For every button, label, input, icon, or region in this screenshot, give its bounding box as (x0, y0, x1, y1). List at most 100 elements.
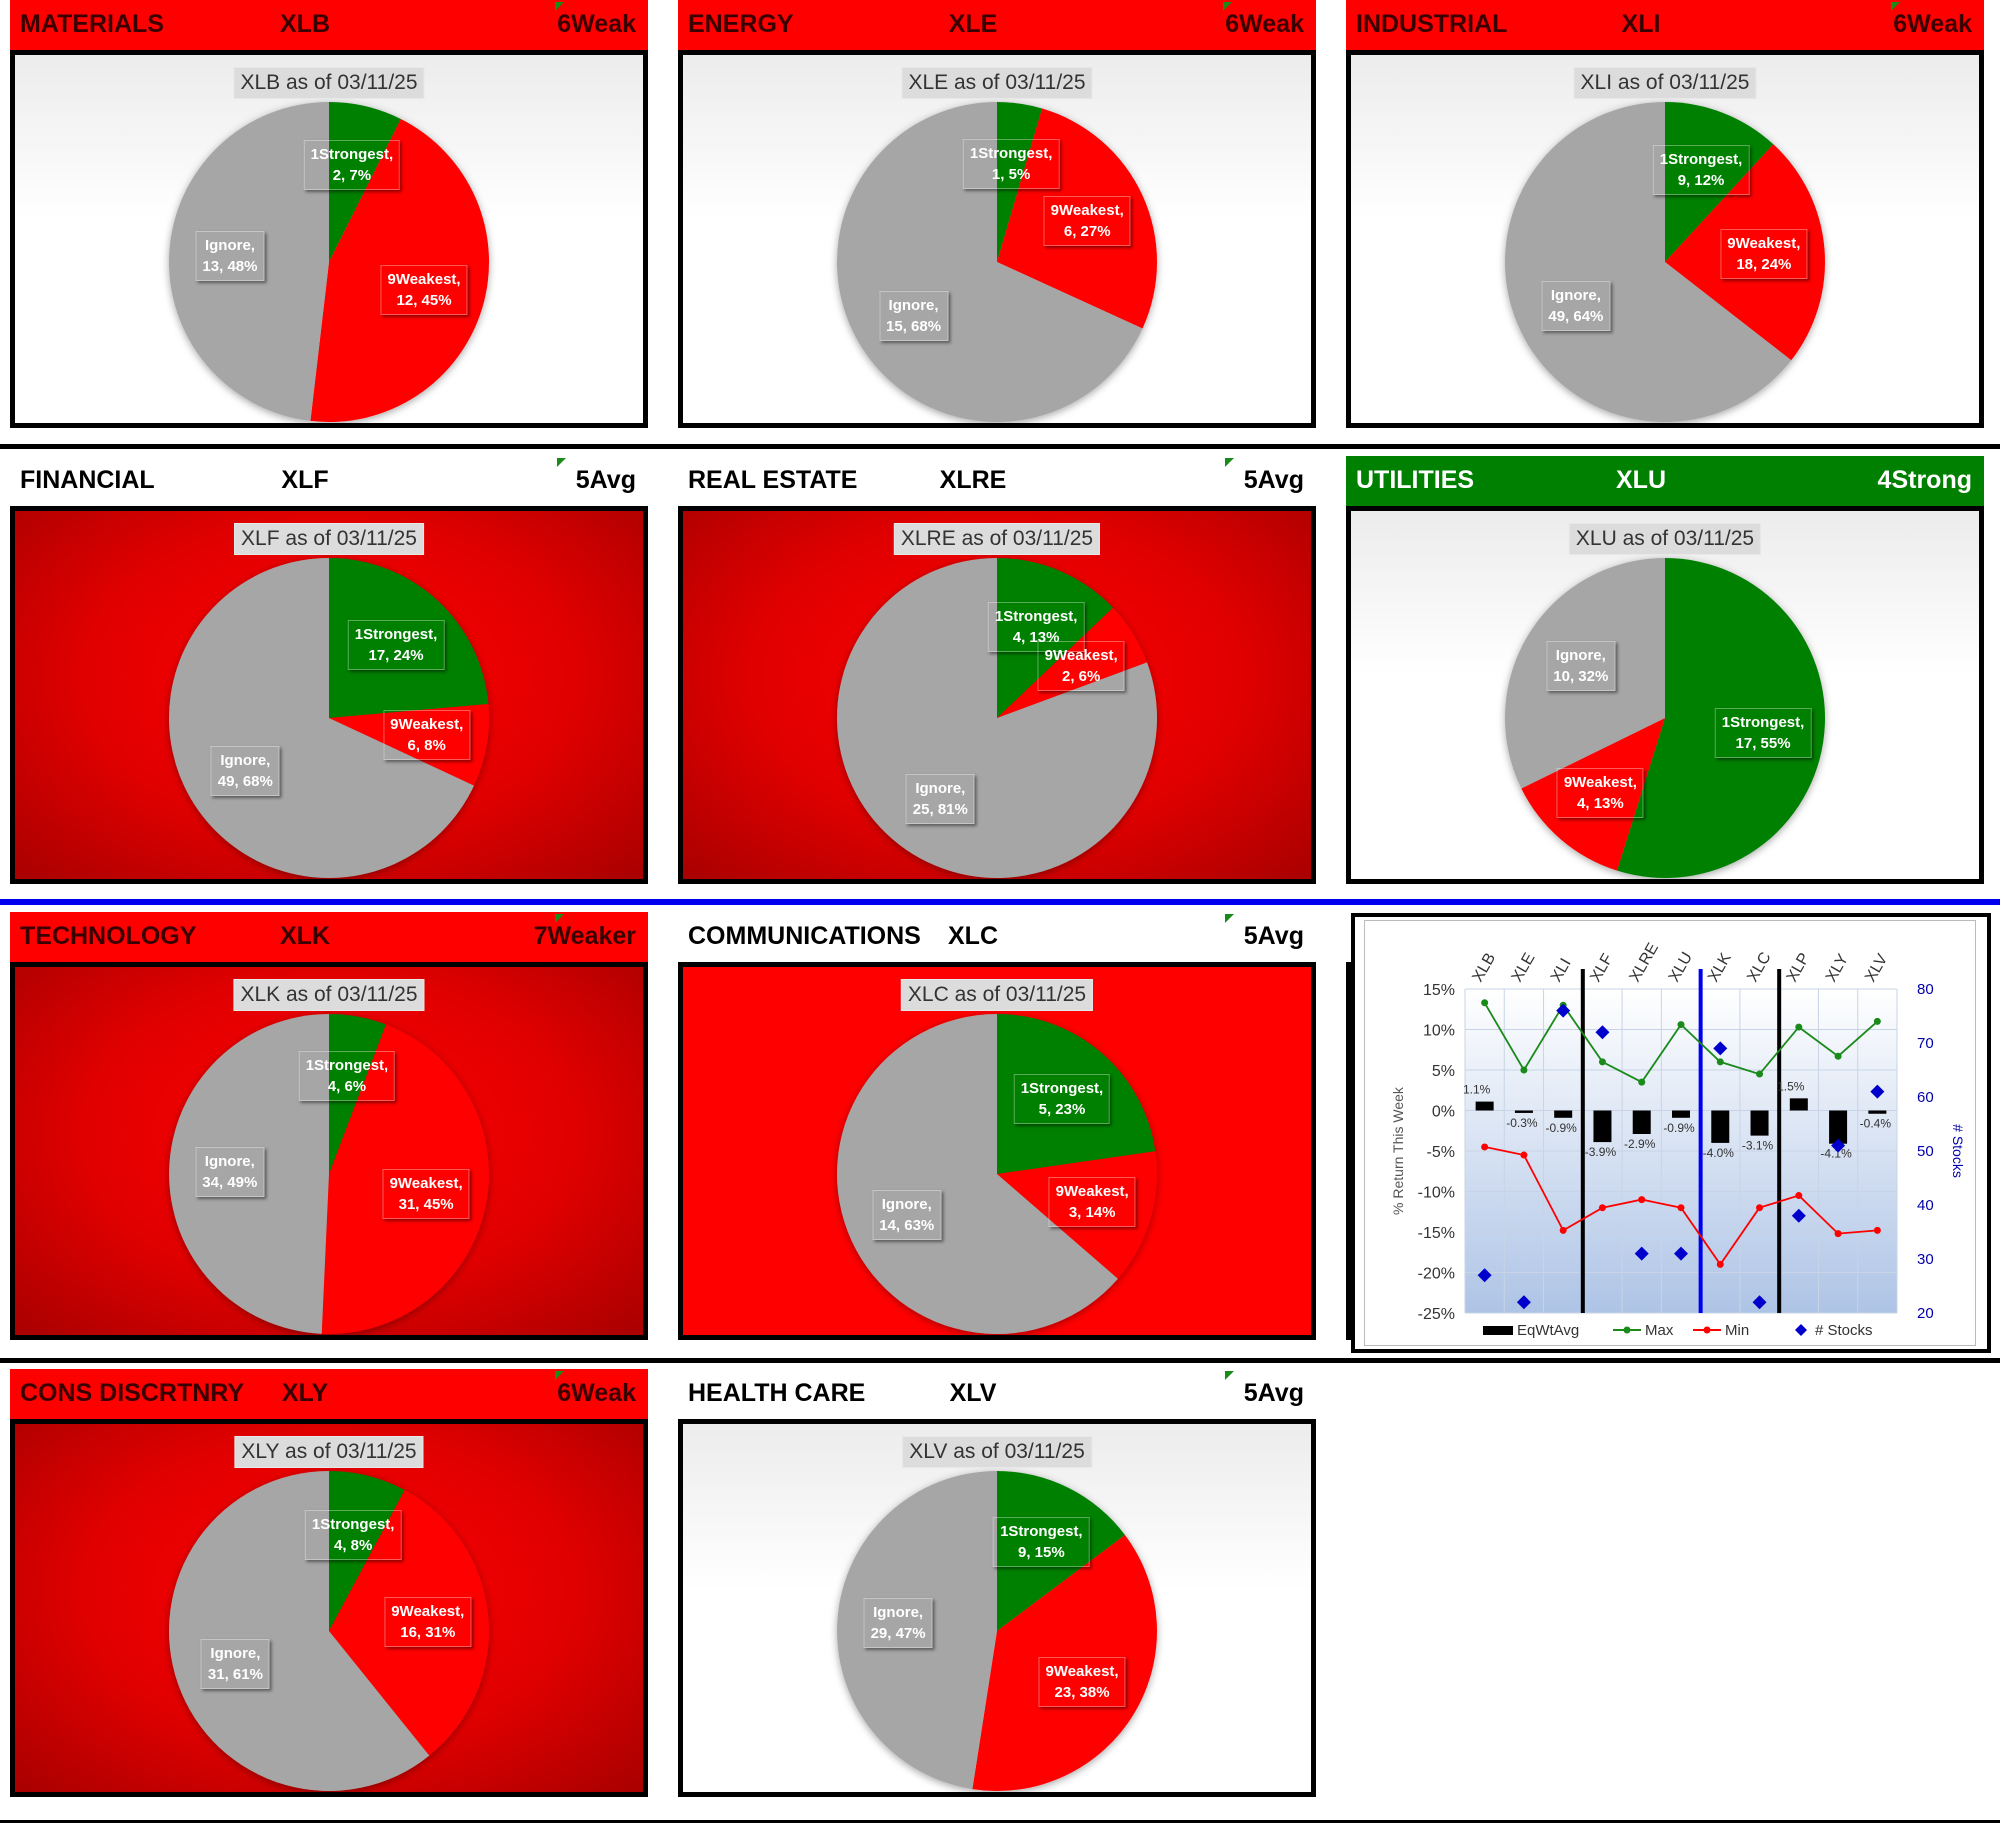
pie-chart-box: XLE as of 03/11/25 1Strongest, 1, 5% 9Weake… (678, 50, 1316, 428)
row-separator (0, 1358, 2000, 1363)
point-max (1638, 1078, 1646, 1086)
summary-chart: 15% 10% 5% 0% -5% -10% -15% -20% -25% 80 70 60 50 40 3… (1390, 940, 1966, 1339)
sector-header: MATERIALS XLB 6Weak (10, 0, 648, 50)
point-max (1677, 1021, 1685, 1029)
pie-slice-1strongest (997, 558, 1113, 718)
pie-chart-box: XLY as of 03/11/25 1Strongest, 4, 8% 9Weake… (10, 1419, 648, 1797)
cell-comment-flag-icon (1225, 458, 1234, 467)
point-min (1834, 1230, 1842, 1238)
pie-data-label: 9Weakest, 3, 14% (1048, 1176, 1136, 1227)
pie-chart (837, 102, 1158, 422)
legend-marker-min (1703, 1326, 1711, 1334)
pie-chart-box: XLF as of 03/11/25 1Strongest, 17, 24% 9Wea… (10, 506, 648, 884)
point-stocks (1634, 1246, 1649, 1261)
pie-data-label: Ignore, 10, 32% (1546, 640, 1616, 691)
pie-chart (837, 1471, 1157, 1791)
sector-header: FINANCIAL XLF 5Avg (10, 456, 648, 506)
y2-tick-label: 80 (1917, 981, 1934, 998)
pie-slice-ignore (837, 102, 1143, 422)
pie-data-label: Ignore, 49, 64% (1541, 280, 1611, 331)
point-stocks (1870, 1084, 1885, 1099)
pie-data-label: 1Strongest, 9, 12% (1652, 144, 1750, 195)
pie-data-label: Ignore, 34, 49% (195, 1146, 265, 1197)
x-tick-label: XLY (1823, 951, 1852, 985)
y-axis-title: % Return This Week (1390, 1086, 1406, 1215)
point-stocks (1477, 1268, 1492, 1283)
pie-chart-box: XLU as of 03/11/25 1Strongest, 17, 55% 9Wea… (1346, 506, 1984, 884)
pie-data-label: 9Weakest, 2, 6% (1037, 640, 1125, 691)
pie-data-label: 1Strongest, 1, 5% (962, 138, 1060, 189)
point-stocks (1595, 1025, 1610, 1040)
sector-panel-xle: ENERGY XLE 6Weak XLE as of 03/11/25 1Stronge… (678, 0, 1316, 445)
pie-slice-ignore (169, 1014, 329, 1334)
bar-eqwtavg (1789, 1098, 1808, 1111)
pie-data-label: 9Weakest, 6, 8% (383, 710, 471, 761)
pie-slice-9weakest (1521, 718, 1665, 871)
pie-slice-ignore (168, 102, 329, 421)
sector-name: CONS DISCRTNRY (20, 1379, 245, 1407)
pie-slice-1strongest (1665, 102, 1774, 262)
pie-data-label: 1Strongest, 5, 23% (1013, 1074, 1111, 1125)
bar-data-label: -0.3% (1506, 1116, 1538, 1130)
point-max (1756, 1070, 1764, 1078)
sector-panel-xlk: TECHNOLOGY XLK 7Weaker XLK as of 03/11/25 1S… (10, 912, 648, 1357)
pie-title: XLY as of 03/11/25 (234, 1436, 424, 1468)
cell-comment-flag-icon (555, 914, 564, 923)
pie-data-label: Ignore, 13, 48% (195, 231, 265, 282)
sector-name: COMMUNICATIONS (688, 922, 921, 950)
cell-comment-flag-icon (1891, 2, 1900, 11)
sector-panel-xlre: REAL ESTATE XLRE 5Avg XLRE as of 03/11/25 1S… (678, 456, 1316, 901)
bar-data-label: -2.9% (1624, 1137, 1656, 1151)
point-min (1598, 1204, 1606, 1212)
point-max (1520, 1066, 1528, 1074)
point-min (1795, 1192, 1803, 1200)
point-stocks (1516, 1295, 1531, 1310)
sector-rating: 6Weak (1893, 10, 1972, 38)
sector-rating: 7Weaker (533, 922, 636, 950)
sector-panel-xlc: COMMUNICATIONS XLC 5Avg XLC as of 03/11/25 1… (678, 912, 1316, 1357)
point-max (1481, 999, 1489, 1007)
point-max (1873, 1017, 1881, 1025)
bar-eqwtavg (1868, 1110, 1887, 1114)
pie-chart (168, 1471, 489, 1791)
pie-slice-1strongest (997, 1014, 1156, 1174)
bar-data-label: -0.9% (1663, 1121, 1695, 1135)
sector-panel-xlv: HEALTH CARE XLV 5Avg XLV as of 03/11/25 1Str… (678, 1369, 1316, 1814)
sector-panel-xlf: FINANCIAL XLF 5Avg XLF as of 03/11/25 1Stron… (10, 456, 648, 901)
y-tick-label: -15% (1418, 1225, 1455, 1242)
point-min (1520, 1151, 1528, 1159)
point-max (1716, 1058, 1724, 1066)
pie-chart (168, 102, 490, 423)
bar-eqwtavg (1750, 1110, 1769, 1136)
sector-name: ENERGY (688, 10, 794, 38)
sector-panel-xlu: UTILITIES XLU 4Strong XLU as of 03/11/25 1St… (1346, 456, 1984, 901)
pie-slice-ignore (1504, 102, 1792, 423)
row-separator (0, 444, 2000, 449)
y2-tick-label: 50 (1917, 1143, 1934, 1160)
pie-data-label: 9Weakest, 31, 45% (382, 1169, 470, 1220)
sector-header: HEALTH CARE XLV 5Avg (678, 1369, 1316, 1419)
pie-title: XLB as of 03/11/25 (233, 67, 425, 99)
bar-data-label: -4.0% (1703, 1146, 1735, 1160)
pie-slice-ignore (837, 558, 1158, 878)
point-min (1638, 1196, 1646, 1204)
point-min (1873, 1226, 1881, 1234)
pie-chart (837, 1014, 1157, 1334)
row-separator (0, 1820, 2000, 1823)
y-tick-label: 15% (1423, 982, 1455, 999)
sector-ticker: XLK (280, 922, 330, 950)
point-stocks (1713, 1041, 1728, 1056)
pie-data-label: Ignore, 31, 61% (200, 1638, 270, 1689)
x-tick-label: XLB (1469, 950, 1499, 985)
pie-data-label: 1Strongest, 4, 6% (298, 1051, 396, 1102)
x-tick-label: XLK (1705, 950, 1735, 985)
x-tick-label: XLF (1587, 951, 1617, 985)
pie-title: XLI as of 03/11/25 (1573, 67, 1757, 99)
legend-label: EqWtAvg (1517, 1322, 1579, 1339)
y2-tick-label: 60 (1917, 1089, 1934, 1106)
pie-slice-9weakest (310, 119, 490, 423)
y2-tick-label: 40 (1917, 1197, 1934, 1214)
pie-slice-9weakest (997, 1151, 1157, 1279)
pie-data-label: 9Weakest, 16, 31% (384, 1596, 472, 1647)
pie-data-label: Ignore, 14, 63% (872, 1190, 942, 1241)
